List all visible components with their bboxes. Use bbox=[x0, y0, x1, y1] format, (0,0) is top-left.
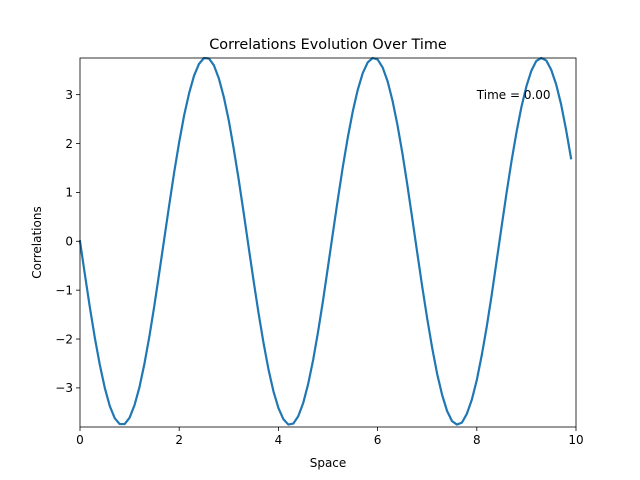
y-tick-label: −1 bbox=[55, 283, 73, 297]
y-tick-label: −3 bbox=[55, 381, 73, 395]
series-layer bbox=[78, 56, 573, 426]
x-axis: 0 2 4 6 8 10 bbox=[76, 427, 584, 447]
x-tick-label: 4 bbox=[275, 433, 283, 447]
x-tick-label: 6 bbox=[374, 433, 382, 447]
chart-title: Correlations Evolution Over Time bbox=[209, 37, 447, 53]
y-tick-label: 3 bbox=[65, 88, 73, 102]
y-tick-label: 2 bbox=[65, 137, 73, 151]
time-annotation: Time = 0.00 bbox=[476, 88, 551, 102]
series-line-0 bbox=[78, 56, 573, 426]
y-tick-label: −2 bbox=[55, 332, 73, 346]
plot-area bbox=[78, 56, 577, 428]
x-tick-label: 2 bbox=[175, 433, 183, 447]
x-tick-label: 8 bbox=[473, 433, 481, 447]
x-axis-label: Space bbox=[310, 456, 347, 470]
y-tick-label: 1 bbox=[65, 186, 73, 200]
x-tick-label: 10 bbox=[568, 433, 583, 447]
y-tick-label: 0 bbox=[65, 235, 73, 249]
y-axis-label: Correlations bbox=[30, 206, 44, 278]
x-tick-label: 0 bbox=[76, 433, 84, 447]
y-axis: −3 −2 −1 0 1 2 3 bbox=[55, 88, 80, 395]
plot-frame bbox=[79, 57, 577, 428]
